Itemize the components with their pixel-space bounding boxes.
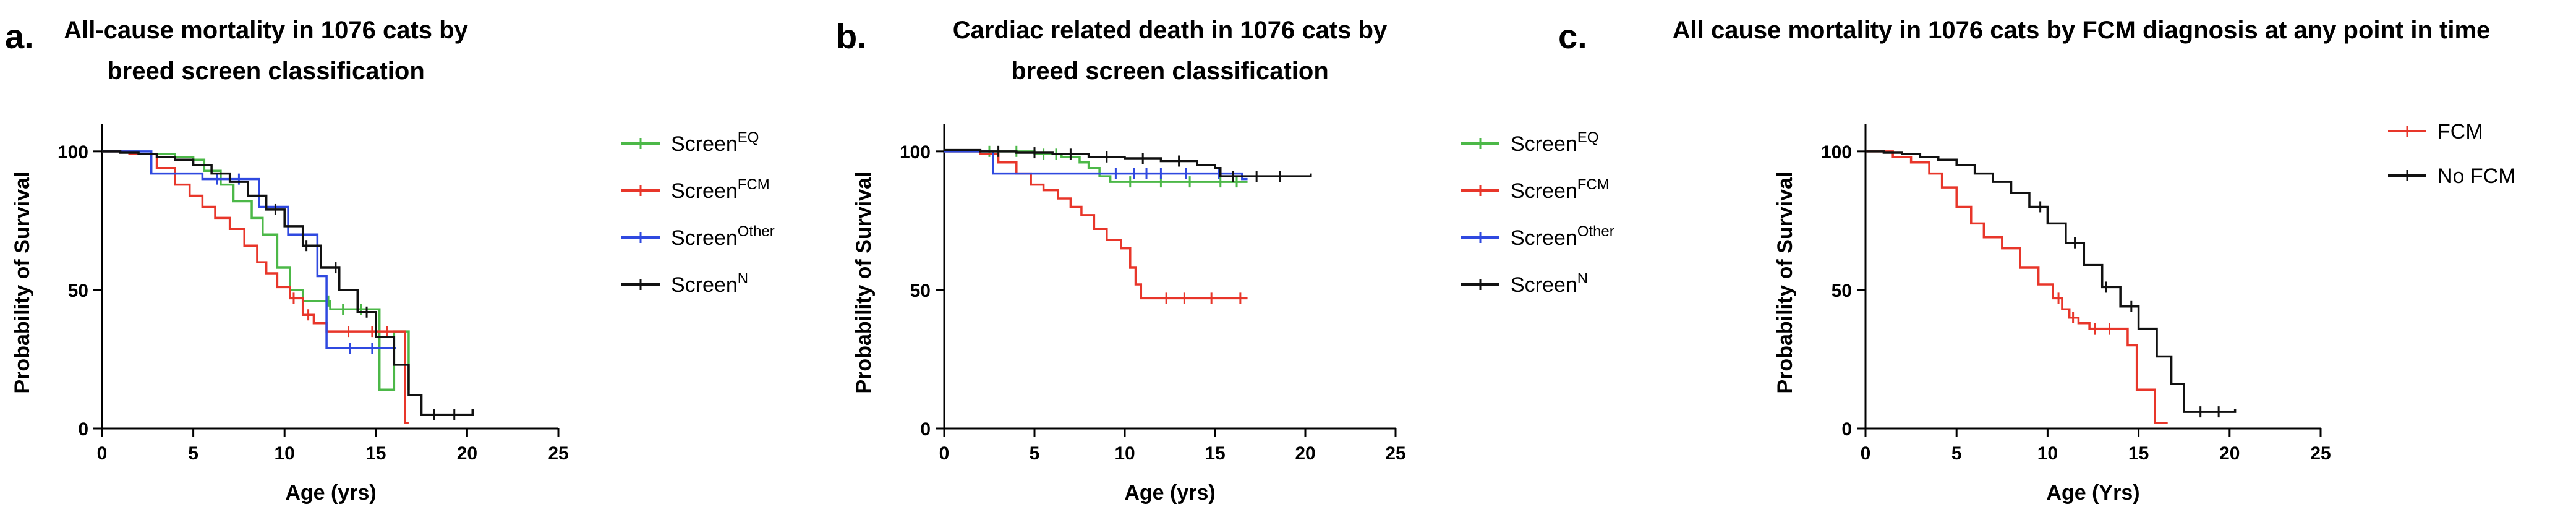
legend-item: ScreenOther bbox=[621, 223, 775, 250]
series-line-fcm bbox=[1866, 150, 2168, 424]
legend-item: ScreenOther bbox=[1461, 223, 1614, 250]
y-tick-label: 100 bbox=[900, 142, 931, 163]
legend-label-text: Screen bbox=[1511, 179, 1577, 203]
plot-area: 0 5 10 15 20 25 0 50 100 bbox=[1821, 124, 2331, 464]
legend: FCM No FCM bbox=[2388, 120, 2516, 188]
series-line-screen-fcm bbox=[944, 150, 1248, 300]
legend-label: FCM bbox=[2437, 120, 2483, 143]
y-axis-label: Probability of Survival bbox=[1773, 172, 1797, 394]
legend-label-superscript: EQ bbox=[738, 129, 759, 146]
x-tick-label: 10 bbox=[2037, 443, 2058, 464]
legend-label-text: Screen bbox=[671, 273, 738, 297]
x-axis-label: Age (Yrs) bbox=[2046, 481, 2139, 505]
x-axis-label: Age (yrs) bbox=[1124, 481, 1215, 505]
x-tick-label: 25 bbox=[548, 443, 568, 464]
y-tick-label: 50 bbox=[1832, 281, 1852, 301]
legend-item: No FCM bbox=[2388, 164, 2516, 188]
series-line-screen-other bbox=[102, 150, 396, 349]
series-line-screen-eq bbox=[102, 150, 410, 391]
legend-label: ScreenN bbox=[1511, 270, 1588, 297]
legend-label: ScreenOther bbox=[671, 223, 775, 250]
y-tick-label: 100 bbox=[1821, 142, 1852, 163]
x-tick-label: 5 bbox=[188, 443, 198, 464]
legend-item: ScreenEQ bbox=[1461, 129, 1598, 156]
plot-area: 0 5 10 15 20 25 0 50 100 bbox=[58, 124, 569, 464]
y-axis-label: Probability of Survival bbox=[852, 172, 876, 394]
panel-b: b. Cardiac related death in 1076 cats by… bbox=[836, 17, 1614, 505]
plot-area: 0 5 10 15 20 25 0 50 100 bbox=[900, 124, 1406, 464]
legend-label-superscript: N bbox=[738, 270, 748, 287]
legend-label-text: Screen bbox=[1511, 226, 1577, 250]
x-tick-label: 15 bbox=[1205, 443, 1225, 464]
legend-label: ScreenOther bbox=[1511, 223, 1614, 250]
legend-item: ScreenN bbox=[1461, 270, 1588, 297]
chart-title-line-2: breed screen classification bbox=[1011, 58, 1329, 85]
legend-label-text: Screen bbox=[1511, 273, 1577, 297]
panel-a: a. All-cause mortality in 1076 cats by b… bbox=[5, 17, 775, 505]
legend-label-text: No FCM bbox=[2437, 164, 2516, 188]
y-tick-label: 0 bbox=[78, 419, 88, 440]
x-tick-label: 0 bbox=[939, 443, 950, 464]
legend-label-text: Screen bbox=[671, 132, 738, 156]
x-tick-label: 20 bbox=[457, 443, 477, 464]
y-tick-label: 50 bbox=[68, 281, 88, 301]
legend-label-superscript: FCM bbox=[738, 176, 770, 193]
legend-label: ScreenFCM bbox=[671, 176, 770, 203]
y-tick-label: 0 bbox=[1841, 419, 1852, 440]
panel-c: c. All cause mortality in 1076 cats by F… bbox=[1558, 17, 2516, 505]
series-line-screen-eq bbox=[944, 150, 1248, 183]
x-tick-label: 0 bbox=[1861, 443, 1871, 464]
chart-title-line-1: Cardiac related death in 1076 cats by bbox=[953, 17, 1388, 44]
panel-label: c. bbox=[1558, 17, 1587, 56]
panel-label: a. bbox=[5, 17, 34, 56]
chart-title-line-1: All-cause mortality in 1076 cats by bbox=[64, 17, 468, 44]
series-line-screen-n bbox=[102, 150, 474, 416]
y-tick-label: 50 bbox=[910, 281, 931, 301]
legend-label-superscript: Other bbox=[1577, 223, 1614, 240]
panel-label: b. bbox=[836, 17, 867, 56]
legend-item: ScreenFCM bbox=[1461, 176, 1610, 203]
legend-label-text: Screen bbox=[1511, 132, 1577, 156]
legend-item: ScreenFCM bbox=[621, 176, 770, 203]
y-axis-label: Probability of Survival bbox=[11, 172, 34, 394]
legend-label-text: FCM bbox=[2437, 120, 2483, 143]
x-tick-label: 25 bbox=[1385, 443, 1405, 464]
x-tick-label: 5 bbox=[1030, 443, 1040, 464]
legend-label-superscript: N bbox=[1577, 270, 1588, 287]
legend-item: ScreenN bbox=[621, 270, 748, 297]
legend-label-superscript: FCM bbox=[1577, 176, 1610, 193]
legend-item: FCM bbox=[2388, 120, 2483, 143]
x-tick-label: 10 bbox=[275, 443, 295, 464]
legend-label-superscript: Other bbox=[738, 223, 775, 240]
x-tick-label: 10 bbox=[1114, 443, 1135, 464]
legend-label: ScreenN bbox=[671, 270, 748, 297]
x-tick-label: 25 bbox=[2310, 443, 2331, 464]
legend-label: ScreenEQ bbox=[671, 129, 759, 156]
y-tick-label: 100 bbox=[58, 142, 88, 163]
x-axis-label: Age (yrs) bbox=[285, 481, 376, 505]
legend-label-text: Screen bbox=[671, 179, 738, 203]
series-line-screen-n bbox=[944, 148, 1312, 177]
x-tick-label: 5 bbox=[1951, 443, 1962, 464]
chart-title-line-2: breed screen classification bbox=[107, 58, 425, 85]
legend-label: No FCM bbox=[2437, 164, 2516, 188]
x-tick-label: 15 bbox=[2128, 443, 2149, 464]
legend-item: ScreenEQ bbox=[621, 129, 759, 156]
chart-title-line-1: All cause mortality in 1076 cats by FCM … bbox=[1673, 17, 2491, 44]
x-tick-label: 20 bbox=[2219, 443, 2240, 464]
legend-label-text: Screen bbox=[671, 226, 738, 250]
series-line-screen-fcm bbox=[102, 150, 409, 424]
series-line-no-fcm bbox=[1866, 150, 2237, 413]
x-tick-label: 15 bbox=[365, 443, 386, 464]
legend-label: ScreenEQ bbox=[1511, 129, 1598, 156]
x-tick-label: 20 bbox=[1295, 443, 1315, 464]
legend-label-superscript: EQ bbox=[1577, 129, 1599, 146]
x-tick-label: 0 bbox=[97, 443, 108, 464]
y-tick-label: 0 bbox=[920, 419, 931, 440]
legend-label: ScreenFCM bbox=[1511, 176, 1610, 203]
